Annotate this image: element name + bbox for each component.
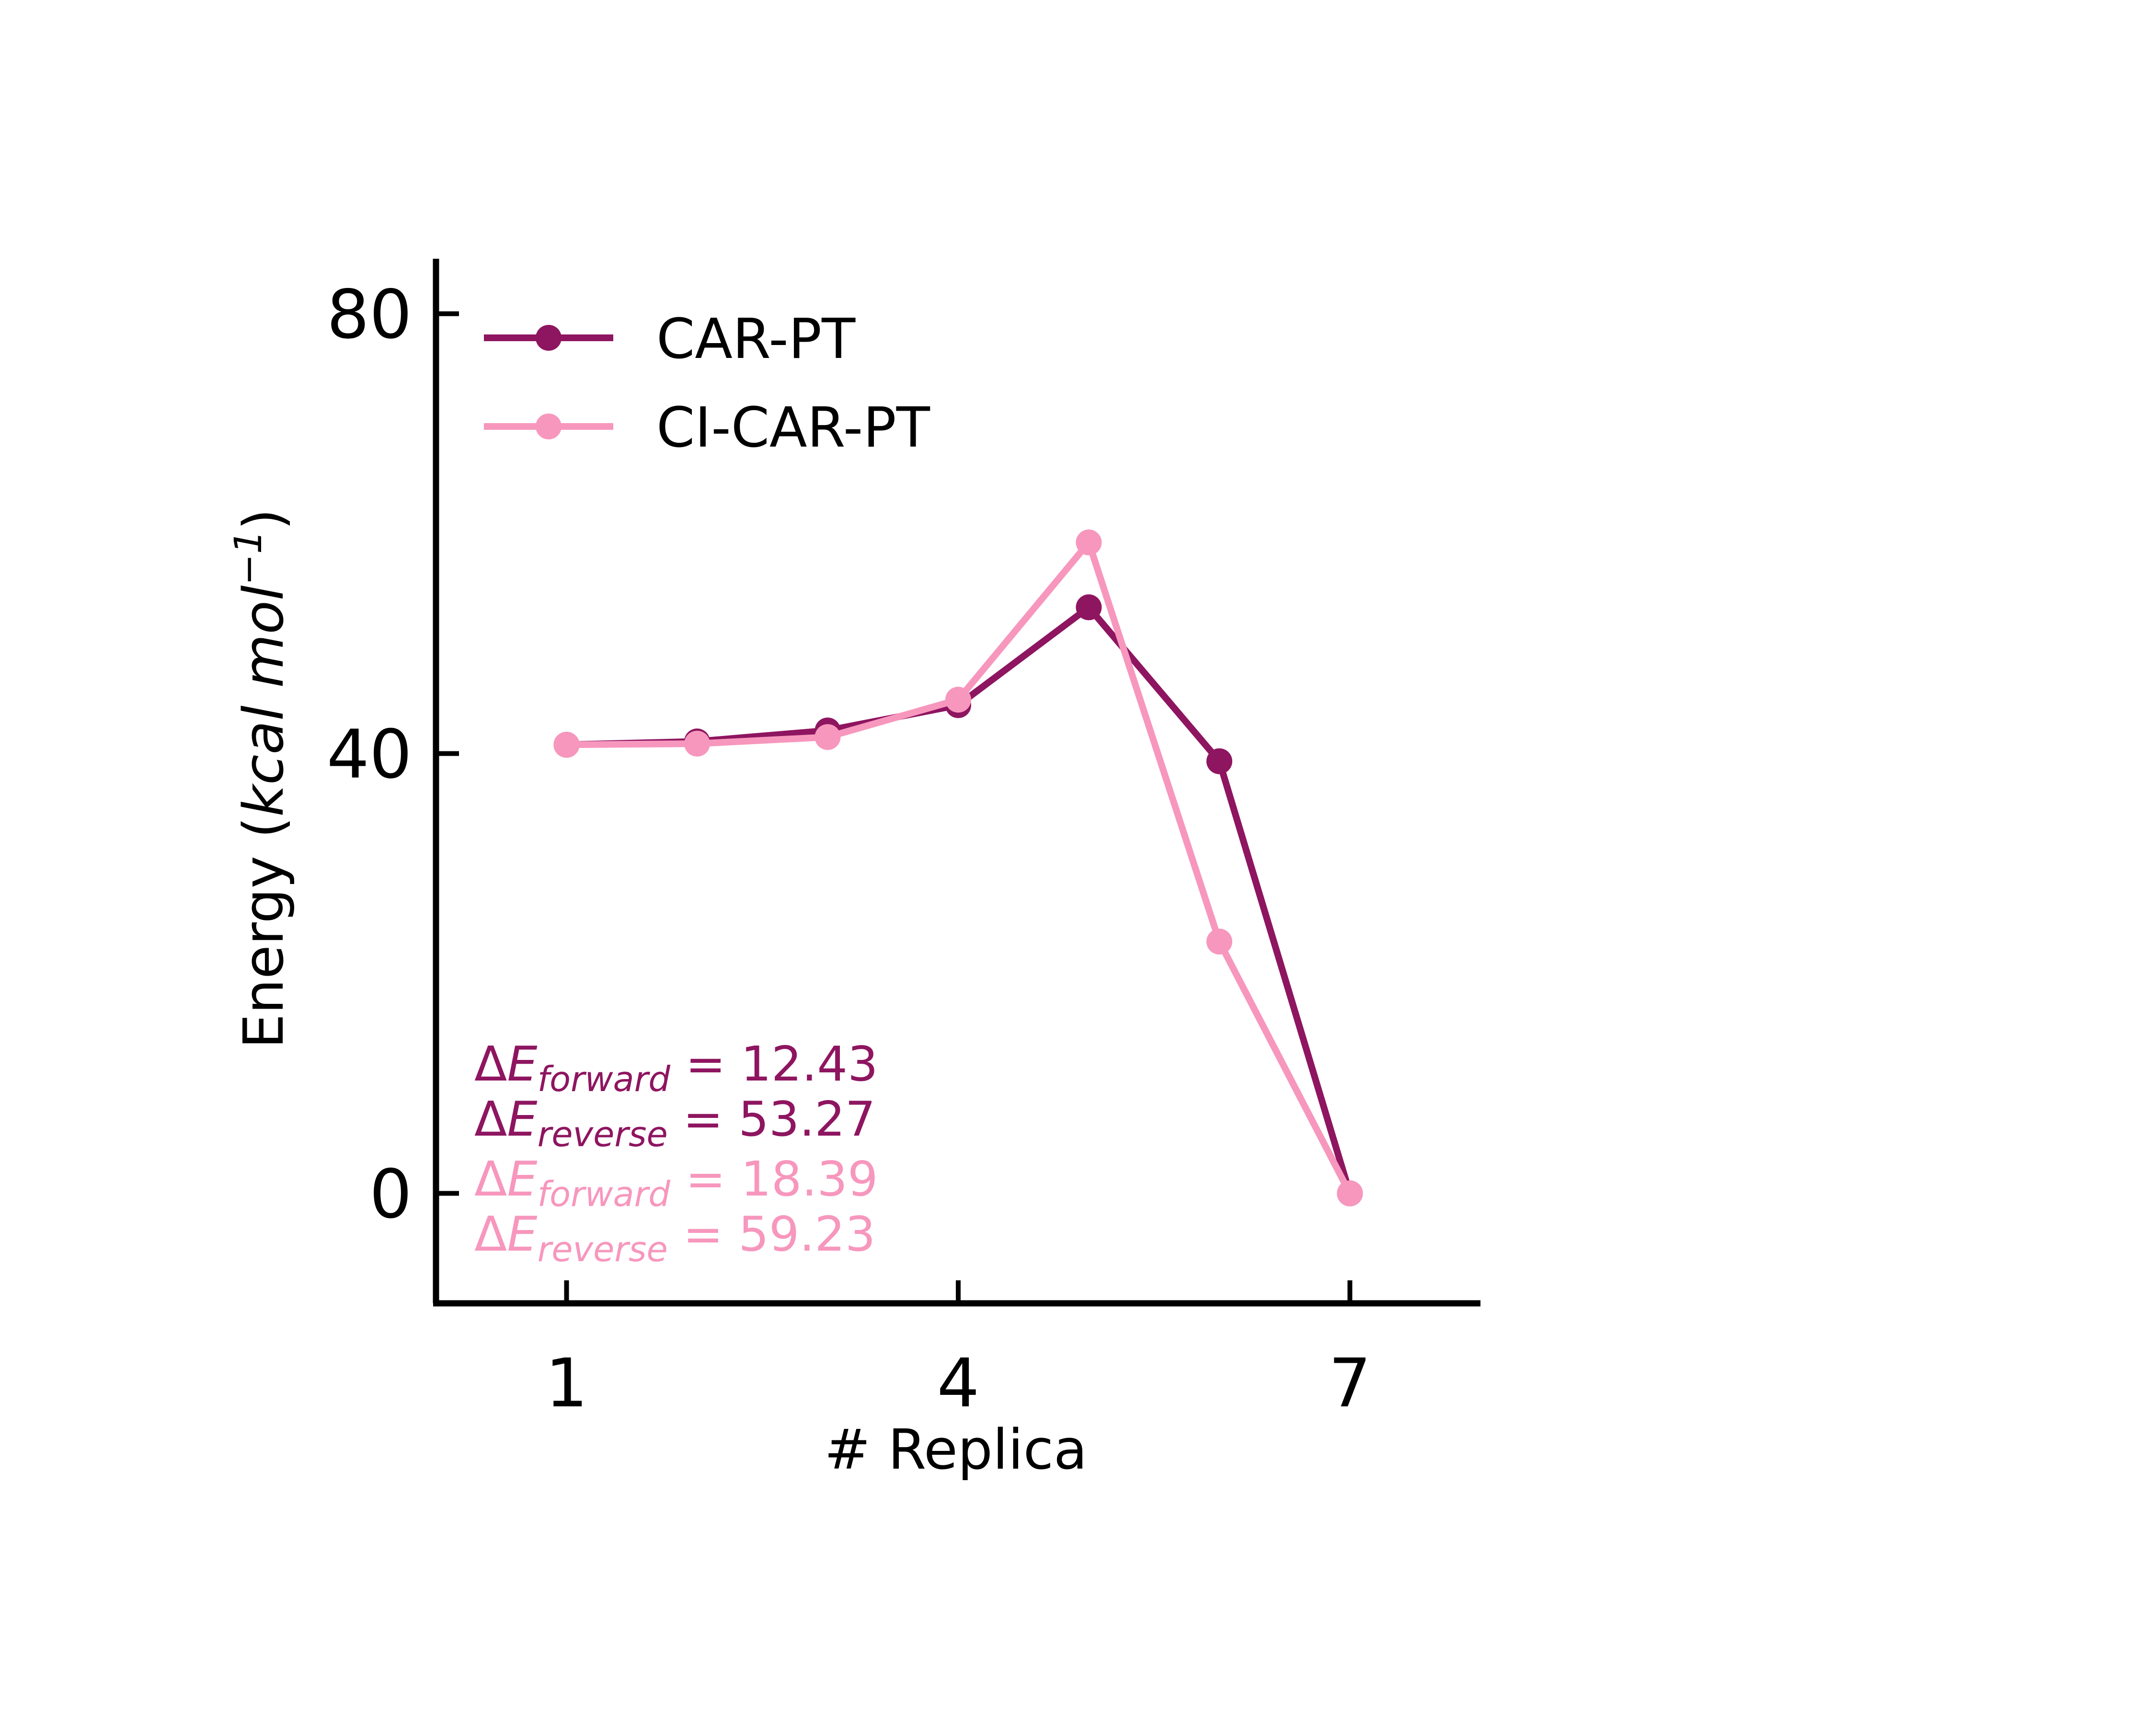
legend-item: CAR-PT	[484, 307, 856, 371]
x-axis-label: # Replica	[824, 1418, 1087, 1482]
legend-label: CI-CAR-PT	[656, 396, 930, 460]
axes	[433, 259, 1480, 1307]
legend-label: CAR-PT	[656, 307, 856, 371]
x-tick-label: 7	[1329, 1345, 1371, 1423]
data-point	[1076, 594, 1102, 621]
y-tick-label: 40	[327, 716, 412, 794]
x-tick-label: 4	[937, 1345, 979, 1423]
energy-annotation: ΔEforward = 12.43	[474, 1036, 878, 1099]
y-label-superscript: −1	[227, 530, 270, 585]
legend-swatch-marker	[536, 325, 562, 351]
data-point	[684, 730, 710, 757]
data-point	[553, 732, 580, 758]
data-point	[1076, 529, 1102, 556]
tick-marks	[436, 311, 1353, 1303]
y-label-suffix: )	[232, 508, 296, 530]
data-point	[1206, 929, 1232, 955]
series-ci-car-pt	[553, 529, 1363, 1207]
x-tick-label: 1	[545, 1345, 588, 1423]
energy-annotation: ΔEreverse = 59.23	[474, 1206, 875, 1269]
series-layer	[553, 529, 1363, 1207]
y-axis-label: Energy (kcal mol−1)	[227, 508, 296, 1048]
data-point	[1337, 1180, 1363, 1207]
y-label-units: kcal mol	[232, 585, 296, 816]
energy-annotation: ΔEforward = 18.39	[474, 1151, 878, 1214]
data-point	[814, 724, 841, 750]
y-tick-label: 0	[369, 1156, 412, 1234]
legend: CAR-PT CI-CAR-PT	[484, 307, 930, 460]
y-label-prefix: Energy (	[232, 816, 296, 1048]
data-point	[945, 687, 971, 713]
legend-swatch-marker	[536, 414, 562, 439]
data-point	[1206, 748, 1232, 774]
energy-annotation: ΔEreverse = 53.27	[474, 1091, 875, 1154]
legend-item: CI-CAR-PT	[484, 396, 930, 460]
y-tick-label: 80	[327, 276, 412, 354]
